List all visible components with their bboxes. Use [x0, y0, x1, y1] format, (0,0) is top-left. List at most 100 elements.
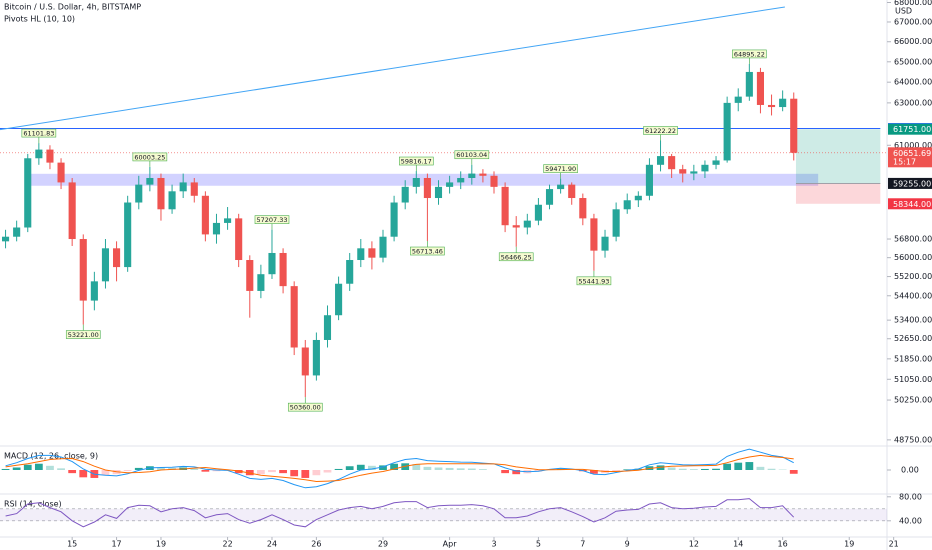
y-tick-label: 66000.00	[894, 37, 932, 46]
candle-body	[1, 236, 10, 242]
macd-histogram-bar	[512, 470, 521, 475]
signal-line	[5, 454, 794, 483]
stop-price-label: 58344.00	[893, 200, 931, 209]
pivot-box	[543, 164, 578, 173]
candle-body	[257, 274, 265, 291]
macd-histogram-bar	[745, 462, 754, 470]
macd-histogram-bar	[34, 463, 43, 470]
candle-body	[90, 281, 98, 301]
pivot-box	[132, 152, 168, 162]
macd-histogram-bar	[79, 470, 88, 478]
candle-body	[135, 184, 143, 203]
macd-histogram-bar	[201, 470, 210, 472]
candle-body	[401, 186, 409, 203]
candle-body	[634, 195, 642, 201]
pivot-label: 59471.90	[545, 165, 576, 173]
y-tick-label: 54400.00	[894, 291, 932, 300]
candle-body	[734, 96, 742, 103]
y-tick-label: 48750.00	[894, 435, 932, 444]
pivot-label: 64895.22	[734, 50, 765, 58]
candle-body	[534, 204, 542, 221]
macd-histogram-bar	[101, 470, 110, 476]
pivot-label: 61222.22	[645, 127, 676, 135]
pivot-label: 59816.17	[401, 158, 432, 166]
pivot-label: 60103.04	[456, 151, 487, 159]
candle-body	[179, 182, 187, 192]
candle-body	[423, 177, 431, 199]
macd-histogram-bar	[445, 467, 454, 470]
macd-histogram-bar	[356, 464, 365, 470]
candle-body	[756, 71, 764, 105]
macd-histogram-bar	[323, 470, 332, 473]
pivot-box	[643, 126, 678, 135]
candle-body	[335, 283, 343, 316]
candle-body	[323, 315, 332, 340]
macd-histogram-bar	[123, 470, 132, 472]
x-tick-label: 12	[689, 540, 699, 549]
x-tick-label: 17	[111, 540, 121, 549]
candle-body	[479, 173, 487, 176]
x-tick-label: 9	[625, 540, 630, 549]
macd-histogram-bar	[390, 463, 398, 470]
candle-body	[712, 160, 720, 165]
macd-histogram-bar	[501, 470, 509, 474]
macd-histogram-bar	[368, 465, 376, 470]
macd-histogram-bar	[689, 469, 698, 470]
macd-histogram-bar	[212, 470, 221, 472]
symbol-title: Bitcoin / U.S. Dollar, 4h, BITSTAMP	[4, 3, 141, 12]
macd-histogram-bar	[723, 463, 732, 470]
entry-price-label-box	[888, 177, 932, 189]
candle-body	[124, 202, 132, 268]
candle-body	[490, 175, 498, 187]
y-tick-label: 67000.00	[894, 17, 932, 26]
x-tick-label: 7	[580, 540, 585, 549]
target-price-label-box	[888, 123, 932, 135]
macd-histogram-bar	[667, 467, 676, 470]
rsi-line	[5, 498, 795, 528]
target-zone	[795, 129, 881, 184]
x-tick-label: Apr	[443, 540, 458, 549]
macd-histogram-bar	[157, 467, 165, 470]
candle-body	[790, 98, 798, 153]
macd-histogram-bar	[234, 470, 243, 474]
y-tick-label: 63000.00	[894, 98, 932, 107]
candle-body	[557, 184, 565, 190]
candle-body	[468, 173, 476, 178]
trendline	[0, 6, 785, 131]
y-tick-label: 65000.00	[894, 57, 932, 66]
y-tick-label: 68000.00	[894, 0, 932, 7]
candle-body	[579, 198, 587, 219]
plot: 61101.83 53221.00 60003.25 57207.33 50360.00…	[0, 6, 887, 412]
macd-histogram-bar	[57, 468, 65, 470]
candle-body	[412, 177, 420, 187]
macd-histogram-bar	[456, 468, 465, 470]
candle-body	[501, 186, 509, 226]
candle-body	[246, 260, 254, 291]
pivot-box	[576, 276, 612, 286]
macd-histogram-bar	[590, 470, 598, 474]
macd-histogram-bar	[268, 470, 276, 473]
candle-body	[368, 248, 376, 258]
x-tick-label: 15	[67, 540, 77, 549]
candle-body	[668, 156, 676, 170]
stop-price-label-box	[888, 198, 932, 210]
pivot-box	[410, 246, 445, 256]
candle-body	[779, 98, 787, 108]
macd-histogram-bar	[479, 469, 487, 470]
macd-histogram-bar	[334, 468, 343, 470]
y-tick-label: 50250.00	[894, 396, 932, 405]
macd-histogram-bar	[767, 468, 776, 470]
y-tick-label: 51050.00	[894, 375, 932, 384]
candle-body	[312, 339, 320, 376]
macd-tick-label: 0.00	[901, 466, 919, 475]
pivot-label: 50360.00	[290, 404, 321, 412]
pivot-box	[287, 402, 323, 412]
x-tick-label: 24	[267, 540, 277, 549]
y-tick-label: 53400.00	[894, 316, 932, 325]
x-tick-label: 16	[778, 540, 788, 549]
entry-price-label: 59255.00	[893, 179, 931, 188]
candle-body	[379, 236, 387, 258]
candle-body	[645, 164, 653, 196]
rsi-tick-label: 40.00	[899, 516, 922, 525]
